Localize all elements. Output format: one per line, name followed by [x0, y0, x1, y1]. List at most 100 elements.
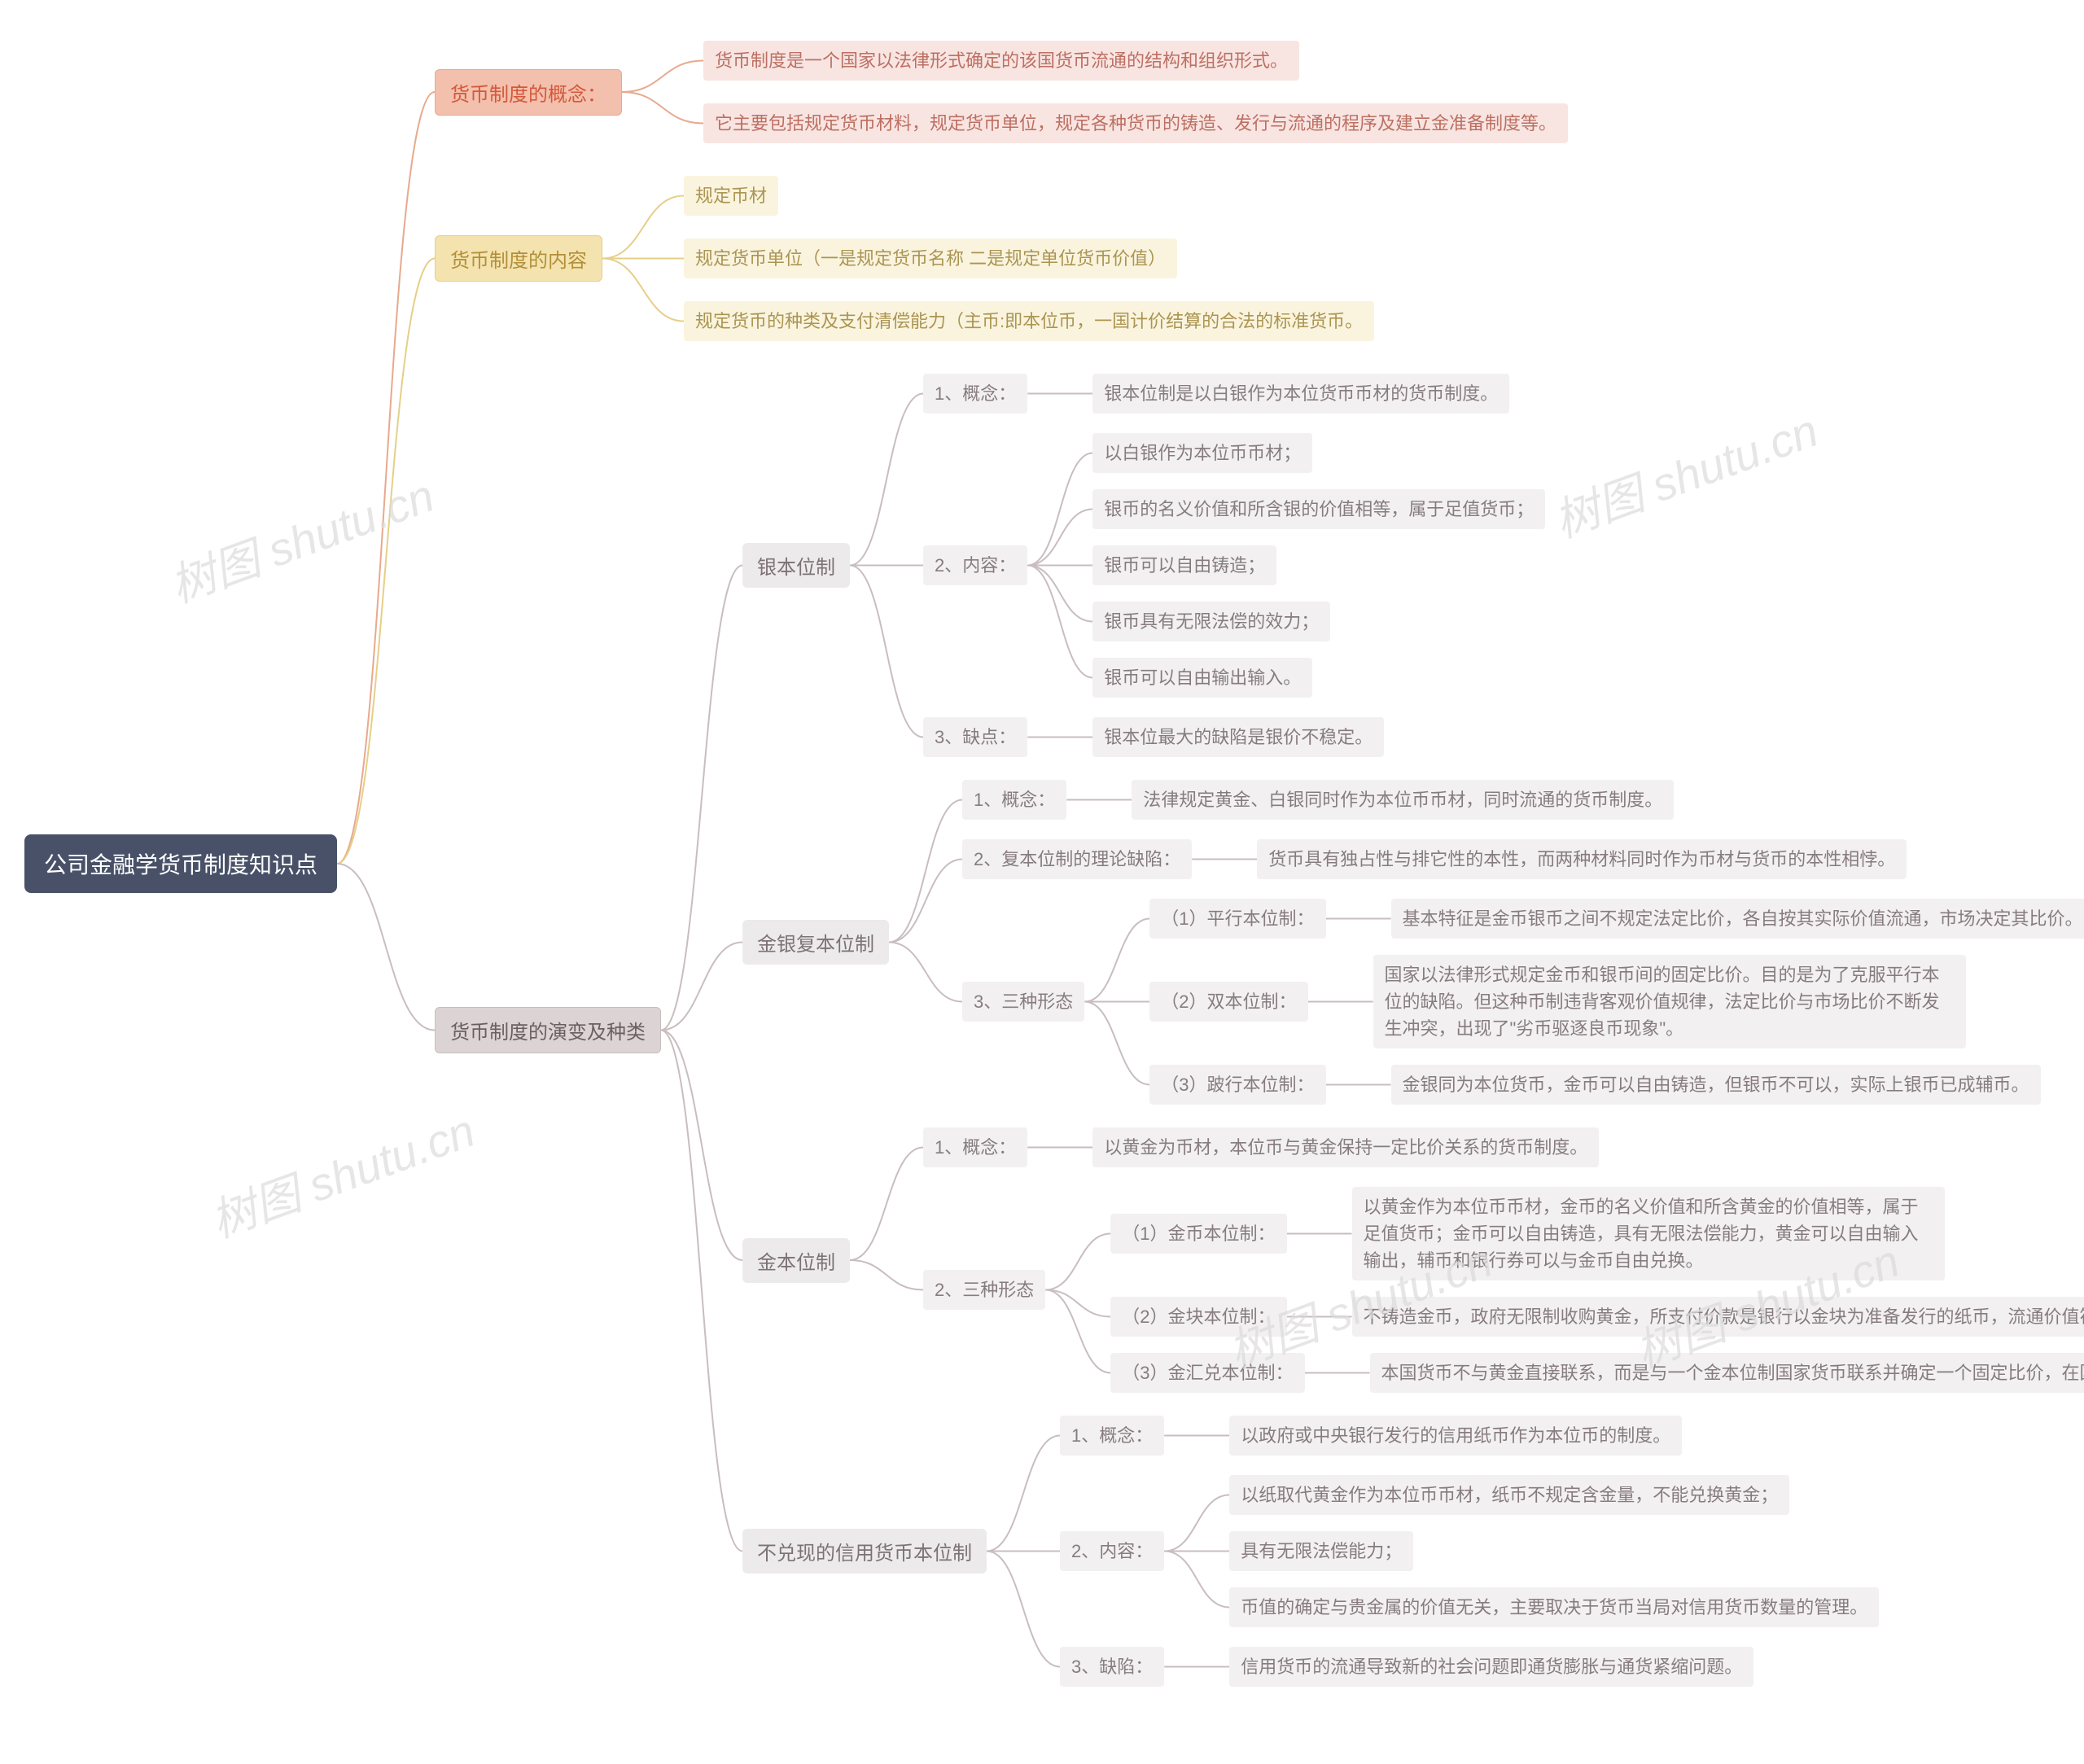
leaf-node: 金银复本位制 — [742, 920, 889, 965]
leaf-node: 银币的名义价值和所含银的价值相等，属于足值货币； — [1092, 489, 1545, 529]
branch-row: 1、概念：银本位制是以白银作为本位货币币材的货币制度。 — [923, 374, 1545, 414]
leaf-node: 2、三种形态 — [923, 1270, 1045, 1310]
leaf-node: 规定币材 — [684, 176, 778, 216]
leaf-node: （1）金币本位制： — [1110, 1214, 1286, 1254]
leaf-node: （1）平行本位制： — [1149, 899, 1325, 939]
leaf-node: （2）双本位制： — [1149, 982, 1307, 1022]
children-container: 银本位最大的缺陷是银价不稳定。 — [1092, 717, 1384, 757]
branch-row: （3）跛行本位制： 金银同为本位货币，金币可以自由铸造，但银币不可以，实际上银币已… — [1149, 1065, 2060, 1105]
branch-row: 2、内容： 以白银作为本位币币材； 银币的名义价值和所含银的价值相等，属于足值货币；… — [923, 433, 1545, 698]
leaf-node: 3、三种形态 — [962, 982, 1084, 1022]
mindmap-root-container: 公司金融学货币制度知识点 货币制度的概念： 货币制度是一个国家以法律形式确定的该国… — [24, 41, 2060, 1687]
branch-row: 货币制度是一个国家以法律形式确定的该国货币流通的结构和组织形式。 — [703, 41, 1568, 81]
branch-row: 3、缺陷： 信用货币的流通导致新的社会问题即通货膨胀与通货紧缩问题。 — [1060, 1647, 1879, 1687]
branch-row: 法律规定黄金、白银同时作为本位币币材，同时流通的货币制度。 — [1132, 780, 1674, 820]
branch-row: 银本位最大的缺陷是银价不稳定。 — [1092, 717, 1384, 757]
branch-row: 不兑现的信用货币本位制 1、概念： 以政府或中央银行发行的信用纸币作为本位币的制度。… — [742, 1416, 2060, 1687]
branch-row: 1、概念： 以黄金为币材，本位币与黄金保持一定比价关系的货币制度。 — [923, 1127, 2060, 1167]
children-container: 货币具有独占性与排它性的本性，而两种材料同时作为币材与货币的本性相悖。 — [1257, 839, 1907, 879]
branch-row: 3、缺点：银本位最大的缺陷是银价不稳定。 — [923, 717, 1545, 757]
leaf-node: （3）跛行本位制： — [1149, 1065, 1325, 1105]
leaf-node: 不兑现的信用货币本位制 — [742, 1529, 987, 1574]
children-container: 以纸取代黄金作为本位币币材，纸币不规定含金量，不能兑换黄金； 具有无限法偿能力； 币… — [1229, 1475, 1879, 1627]
children-container: 1、概念：银本位制是以白银作为本位货币币材的货币制度。 2、内容： 以白银作为本位币… — [923, 374, 1545, 757]
branch-row: 货币制度的演变及种类银本位制1、概念：银本位制是以白银作为本位货币币材的货币制度… — [435, 374, 2060, 1687]
branch-row: （1）平行本位制： 基本特征是金币银币之间不规定法定比价，各自按其实际价值流通，市… — [1149, 899, 2060, 939]
branch-row: （1）金币本位制： 以黄金作为本位币币材，金币的名义价值和所含黄金的价值相等，属于… — [1110, 1187, 2060, 1280]
leaf-node: 1、概念： — [962, 780, 1066, 820]
leaf-node: 法律规定黄金、白银同时作为本位币币材，同时流通的货币制度。 — [1132, 780, 1674, 820]
leaf-node: 基本特征是金币银币之间不规定法定比价，各自按其实际价值流通，市场决定其比价。 — [1391, 899, 2084, 939]
leaf-node: 2、内容： — [923, 545, 1027, 585]
leaf-node: 规定货币单位（一是规定货币名称 二是规定单位货币价值） — [684, 239, 1177, 278]
branch-row: 以黄金作为本位币币材，金币的名义价值和所含黄金的价值相等，属于足值货币；金币可以… — [1352, 1187, 1945, 1280]
leaf-node: （3）金汇兑本位制： — [1110, 1353, 1304, 1393]
leaf-node: 币值的确定与贵金属的价值无关，主要取决于货币当局对信用货币数量的管理。 — [1229, 1587, 1879, 1627]
leaf-node: 银币具有无限法偿的效力； — [1092, 602, 1330, 641]
children-container: 银本位制是以白银作为本位货币币材的货币制度。 — [1092, 374, 1509, 414]
branch-row: 2、内容： 以纸取代黄金作为本位币币材，纸币不规定含金量，不能兑换黄金； 具有无限法… — [1060, 1475, 1879, 1627]
leaf-node: 以黄金为币材，本位币与黄金保持一定比价关系的货币制度。 — [1092, 1127, 1599, 1167]
children-container: 信用货币的流通导致新的社会问题即通货膨胀与通货紧缩问题。 — [1229, 1647, 1753, 1687]
branch-row: （3）金汇兑本位制： 本国货币不与黄金直接联系，而是与一个金本位制国家货币联系并确… — [1110, 1353, 2060, 1393]
branch-row: 金银同为本位货币，金币可以自由铸造，但银币不可以，实际上银币已成辅币。 — [1391, 1065, 2041, 1105]
children-container: 法律规定黄金、白银同时作为本位币币材，同时流通的货币制度。 — [1132, 780, 1674, 820]
children-container: 1、概念： 法律规定黄金、白银同时作为本位币币材，同时流通的货币制度。 2、复本位制… — [962, 780, 2060, 1105]
branch-row: 规定货币单位（一是规定货币名称 二是规定单位货币价值） — [684, 239, 1374, 278]
children-container: 银本位制1、概念：银本位制是以白银作为本位货币币材的货币制度。2、内容：以白银作… — [742, 374, 2060, 1687]
branch-row: 不铸造金币，政府无限制收购黄金，所支付价款是银行以金块为准备发行的纸币，流通价值… — [1352, 1297, 2060, 1337]
leaf-node: 具有无限法偿能力； — [1229, 1531, 1413, 1571]
leaf-node: 以黄金作为本位币币材，金币的名义价值和所含黄金的价值相等，属于足值货币；金币可以… — [1352, 1187, 1945, 1280]
leaf-node: 货币制度是一个国家以法律形式确定的该国货币流通的结构和组织形式。 — [703, 41, 1299, 81]
branch-row: 银币可以自由输出输入。 — [1092, 658, 1545, 698]
leaf-node: 规定货币的种类及支付清偿能力（主币:即本位币，一国计价结算的合法的标准货币。 — [684, 301, 1374, 341]
branch-node: 货币制度的概念： — [435, 69, 622, 116]
children-container: 以黄金作为本位币币材，金币的名义价值和所含黄金的价值相等，属于足值货币；金币可以… — [1352, 1187, 1945, 1280]
leaf-node: 银本位制是以白银作为本位货币币材的货币制度。 — [1092, 374, 1509, 414]
leaf-node: 它主要包括规定货币材料，规定货币单位，规定各种货币的铸造、发行与流通的程序及建立… — [703, 103, 1568, 143]
branch-row: 本国货币不与黄金直接联系，而是与一个金本位制国家货币联系并确定一个固定比价，在国… — [1370, 1353, 2060, 1393]
branch-row: 币值的确定与贵金属的价值无关，主要取决于货币当局对信用货币数量的管理。 — [1229, 1587, 1879, 1627]
children-container: 国家以法律形式规定金币和银币间的固定比价。目的是为了克服平行本位的缺陷。但这种币… — [1373, 955, 1966, 1048]
leaf-node: 银本位最大的缺陷是银价不稳定。 — [1092, 717, 1384, 757]
branch-row: 货币制度的内容规定币材规定货币单位（一是规定货币名称 二是规定单位货币价值）规定… — [435, 176, 2060, 341]
branch-row: 3、三种形态 （1）平行本位制： 基本特征是金币银币之间不规定法定比价，各自按其实际… — [962, 899, 2060, 1105]
children-container: 本国货币不与黄金直接联系，而是与一个金本位制国家货币联系并确定一个固定比价，在国… — [1370, 1353, 2060, 1393]
children-container: 1、概念： 以政府或中央银行发行的信用纸币作为本位币的制度。 2、内容： 以纸取代黄金… — [1060, 1416, 1879, 1687]
leaf-node: 不铸造金币，政府无限制收购黄金，所支付价款是银行以金块为准备发行的纸币，流通价值… — [1352, 1297, 2084, 1337]
leaf-node: （2）金块本位制： — [1110, 1297, 1286, 1337]
leaf-node: 本国货币不与黄金直接联系，而是与一个金本位制国家货币联系并确定一个固定比价，在国… — [1370, 1353, 2084, 1393]
children-container: 以白银作为本位币币材； 银币的名义价值和所含银的价值相等，属于足值货币； 银币可以自… — [1092, 433, 1545, 698]
branch-row: 金本位制 1、概念： 以黄金为币材，本位币与黄金保持一定比价关系的货币制度。 2、三种… — [742, 1127, 2060, 1393]
children-container: 1、概念： 以黄金为币材，本位币与黄金保持一定比价关系的货币制度。 2、三种形态 （1… — [923, 1127, 2060, 1393]
branch-node: 货币制度的内容 — [435, 235, 602, 282]
branch-row: 银币具有无限法偿的效力； — [1092, 602, 1545, 641]
leaf-node: 3、缺陷： — [1060, 1647, 1164, 1687]
leaf-node: 货币具有独占性与排它性的本性，而两种材料同时作为币材与货币的本性相悖。 — [1257, 839, 1907, 879]
branch-row: 1、概念： 以政府或中央银行发行的信用纸币作为本位币的制度。 — [1060, 1416, 1879, 1455]
leaf-node: 2、内容： — [1060, 1531, 1164, 1571]
branch-row: 银币可以自由铸造； — [1092, 545, 1545, 585]
branch-row: 具有无限法偿能力； — [1229, 1531, 1879, 1571]
branch-row: 银币的名义价值和所含银的价值相等，属于足值货币； — [1092, 489, 1545, 529]
leaf-node: 金银同为本位货币，金币可以自由铸造，但银币不可以，实际上银币已成辅币。 — [1391, 1065, 2041, 1105]
leaf-node: 信用货币的流通导致新的社会问题即通货膨胀与通货紧缩问题。 — [1229, 1647, 1753, 1687]
leaf-node: 以政府或中央银行发行的信用纸币作为本位币的制度。 — [1229, 1416, 1682, 1455]
branch-row: 2、复本位制的理论缺陷： 货币具有独占性与排它性的本性，而两种材料同时作为币材与货… — [962, 839, 2060, 879]
leaf-node: 1、概念： — [923, 1127, 1027, 1167]
branch-row: 货币制度的概念： 货币制度是一个国家以法律形式确定的该国货币流通的结构和组织形式。… — [435, 41, 2060, 143]
branch-row: 以政府或中央银行发行的信用纸币作为本位币的制度。 — [1229, 1416, 1682, 1455]
children-container: 基本特征是金币银币之间不规定法定比价，各自按其实际价值流通，市场决定其比价。 — [1391, 899, 2060, 939]
leaf-node: 以白银作为本位币币材； — [1092, 433, 1312, 473]
leaf-node: 国家以法律形式规定金币和银币间的固定比价。目的是为了克服平行本位的缺陷。但这种币… — [1373, 955, 1966, 1048]
children-container: 规定币材规定货币单位（一是规定货币名称 二是规定单位货币价值） 规定货币的种类及支… — [684, 176, 1374, 341]
branch-row: （2）金块本位制： 不铸造金币，政府无限制收购黄金，所支付价款是银行以金块为准备发… — [1110, 1297, 2060, 1337]
leaf-node: 金本位制 — [742, 1238, 850, 1283]
branch-row: 银本位制是以白银作为本位货币币材的货币制度。 — [1092, 374, 1509, 414]
leaf-node: 1、概念： — [1060, 1416, 1164, 1455]
branch-row: 国家以法律形式规定金币和银币间的固定比价。目的是为了克服平行本位的缺陷。但这种币… — [1373, 955, 1966, 1048]
branch-row: 货币具有独占性与排它性的本性，而两种材料同时作为币材与货币的本性相悖。 — [1257, 839, 1907, 879]
leaf-node: 2、复本位制的理论缺陷： — [962, 839, 1192, 879]
root-node: 公司金融学货币制度知识点 — [24, 834, 337, 893]
leaf-node: 以纸取代黄金作为本位币币材，纸币不规定含金量，不能兑换黄金； — [1229, 1475, 1789, 1515]
